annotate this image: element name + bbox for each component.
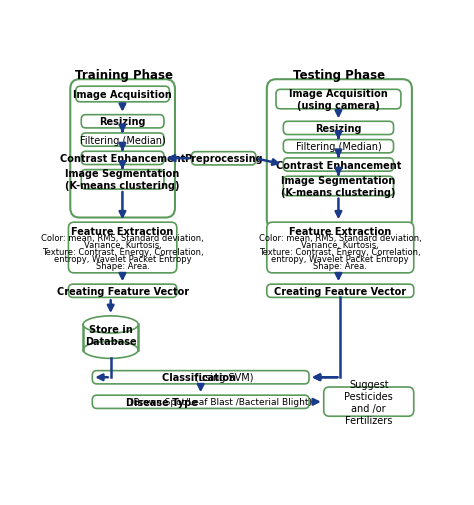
FancyBboxPatch shape xyxy=(276,90,401,110)
Text: entropy, Wavelet Packet Entropy: entropy, Wavelet Packet Entropy xyxy=(54,255,191,264)
FancyBboxPatch shape xyxy=(324,387,414,417)
Text: Classification: Classification xyxy=(162,373,239,382)
Text: Feature Extraction: Feature Extraction xyxy=(289,227,392,237)
FancyBboxPatch shape xyxy=(191,153,256,166)
FancyBboxPatch shape xyxy=(82,170,164,190)
Text: Preprocessing: Preprocessing xyxy=(184,154,263,164)
Text: Creating Feature Vector: Creating Feature Vector xyxy=(274,286,406,296)
Text: Training Phase: Training Phase xyxy=(74,69,173,81)
FancyBboxPatch shape xyxy=(68,223,177,273)
Text: Image Acquisition
(using camera): Image Acquisition (using camera) xyxy=(289,89,388,111)
Text: Image Segmentation
(K-means clustering): Image Segmentation (K-means clustering) xyxy=(65,169,180,191)
Text: Contrast Enhancement: Contrast Enhancement xyxy=(276,160,401,170)
Text: (Brown Spot/Leaf Blast /Bacterial Blight): (Brown Spot/Leaf Blast /Bacterial Blight… xyxy=(130,397,312,407)
Ellipse shape xyxy=(83,341,138,359)
Text: Contrast Enhancement: Contrast Enhancement xyxy=(60,154,185,164)
Text: Color: mean, RMS, Standard deviation,: Color: mean, RMS, Standard deviation, xyxy=(41,234,204,242)
Text: Store in
Database: Store in Database xyxy=(85,324,137,347)
Text: Variance, Kurtosis,: Variance, Kurtosis, xyxy=(84,241,162,249)
Text: Disease Type: Disease Type xyxy=(126,397,201,407)
Text: Texture: Contrast, Energy, Correlation,: Texture: Contrast, Energy, Correlation, xyxy=(259,247,421,257)
Bar xyxy=(83,325,138,350)
Text: entropy, Wavelet Packet Entropy: entropy, Wavelet Packet Entropy xyxy=(272,255,409,264)
FancyBboxPatch shape xyxy=(82,152,164,165)
Text: Filtering (Median): Filtering (Median) xyxy=(296,142,381,152)
FancyBboxPatch shape xyxy=(267,285,414,298)
Text: Shape: Area.: Shape: Area. xyxy=(96,262,150,271)
Text: Resizing: Resizing xyxy=(100,117,146,127)
FancyBboxPatch shape xyxy=(283,159,393,172)
Text: Creating Feature Vector: Creating Feature Vector xyxy=(56,286,189,296)
FancyBboxPatch shape xyxy=(70,80,175,218)
Text: Feature Extraction: Feature Extraction xyxy=(72,227,174,237)
FancyBboxPatch shape xyxy=(82,134,164,147)
FancyBboxPatch shape xyxy=(82,116,164,129)
Text: Shape: Area.: Shape: Area. xyxy=(313,262,367,271)
FancyBboxPatch shape xyxy=(267,80,412,230)
Text: Image Acquisition: Image Acquisition xyxy=(73,90,172,100)
Text: Filtering (Median): Filtering (Median) xyxy=(80,135,165,145)
FancyBboxPatch shape xyxy=(92,371,309,384)
Text: Texture: Contrast, Energy, Correlation,: Texture: Contrast, Energy, Correlation, xyxy=(42,247,203,257)
Text: Color: mean, RMS, Standard deviation,: Color: mean, RMS, Standard deviation, xyxy=(259,234,422,242)
Text: Testing Phase: Testing Phase xyxy=(293,69,385,81)
Text: Resizing: Resizing xyxy=(315,124,362,134)
FancyBboxPatch shape xyxy=(68,285,177,298)
FancyBboxPatch shape xyxy=(267,223,414,273)
Ellipse shape xyxy=(83,316,138,333)
Text: (using SVM): (using SVM) xyxy=(195,373,254,382)
FancyBboxPatch shape xyxy=(92,395,309,409)
Text: Variance, Kurtosis,: Variance, Kurtosis, xyxy=(301,241,379,249)
FancyBboxPatch shape xyxy=(283,140,393,154)
Text: Suggest
Pesticides
and /or
Fertilizers: Suggest Pesticides and /or Fertilizers xyxy=(345,379,393,425)
FancyBboxPatch shape xyxy=(76,87,169,103)
FancyBboxPatch shape xyxy=(283,177,393,196)
Text: Image Segmentation
(K-means clustering): Image Segmentation (K-means clustering) xyxy=(281,176,396,197)
FancyBboxPatch shape xyxy=(283,122,393,135)
